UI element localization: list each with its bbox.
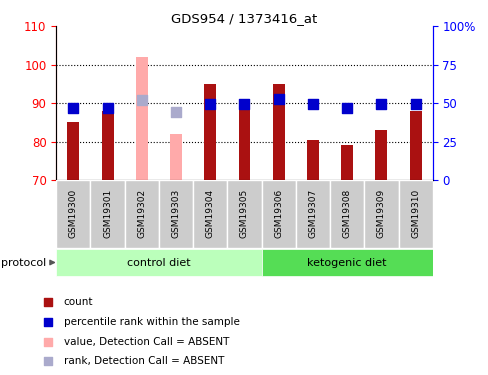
- Bar: [193, 180, 227, 248]
- Text: GSM19301: GSM19301: [103, 189, 112, 238]
- Point: [343, 105, 350, 111]
- Text: GSM19306: GSM19306: [274, 189, 283, 238]
- Bar: [272, 84, 284, 180]
- Text: GSM19310: GSM19310: [410, 189, 419, 238]
- Point: [206, 101, 214, 107]
- Text: count: count: [64, 297, 93, 307]
- Bar: [261, 249, 432, 276]
- Text: GSM19302: GSM19302: [137, 189, 146, 238]
- Text: GSM19300: GSM19300: [69, 189, 78, 238]
- Point: [103, 105, 111, 111]
- Text: control diet: control diet: [127, 258, 190, 267]
- Bar: [238, 107, 250, 180]
- Point: [411, 101, 419, 107]
- Point: [172, 109, 180, 115]
- Bar: [56, 249, 261, 276]
- Bar: [375, 130, 386, 180]
- Bar: [364, 180, 398, 248]
- Text: GSM19305: GSM19305: [240, 189, 248, 238]
- Point: [308, 101, 316, 107]
- Bar: [204, 84, 216, 180]
- Text: ketogenic diet: ketogenic diet: [307, 258, 386, 267]
- Point: [240, 101, 248, 107]
- Bar: [56, 180, 90, 248]
- Text: GSM19308: GSM19308: [342, 189, 351, 238]
- Bar: [261, 180, 295, 248]
- Bar: [227, 180, 261, 248]
- Bar: [409, 111, 421, 180]
- Bar: [170, 134, 182, 180]
- Point: [377, 101, 385, 107]
- Bar: [136, 57, 147, 180]
- Text: GSM19307: GSM19307: [308, 189, 317, 238]
- Bar: [341, 146, 352, 180]
- Point: [138, 97, 145, 103]
- Bar: [159, 180, 193, 248]
- Bar: [295, 180, 329, 248]
- Bar: [102, 111, 113, 180]
- Point: [274, 96, 282, 102]
- Bar: [90, 180, 124, 248]
- Title: GDS954 / 1373416_at: GDS954 / 1373416_at: [171, 12, 317, 25]
- Point: [69, 105, 77, 111]
- Point: [373, 60, 381, 66]
- Bar: [329, 180, 364, 248]
- Bar: [398, 180, 432, 248]
- Text: protocol: protocol: [1, 258, 46, 267]
- Text: value, Detection Call = ABSENT: value, Detection Call = ABSENT: [64, 337, 229, 347]
- Text: percentile rank within the sample: percentile rank within the sample: [64, 317, 239, 327]
- Bar: [124, 180, 159, 248]
- Bar: [306, 140, 318, 180]
- Point: [373, 239, 381, 245]
- Text: GSM19309: GSM19309: [376, 189, 385, 238]
- Text: GSM19303: GSM19303: [171, 189, 180, 238]
- Text: GSM19304: GSM19304: [205, 189, 214, 238]
- Bar: [67, 122, 79, 180]
- Text: rank, Detection Call = ABSENT: rank, Detection Call = ABSENT: [64, 356, 224, 366]
